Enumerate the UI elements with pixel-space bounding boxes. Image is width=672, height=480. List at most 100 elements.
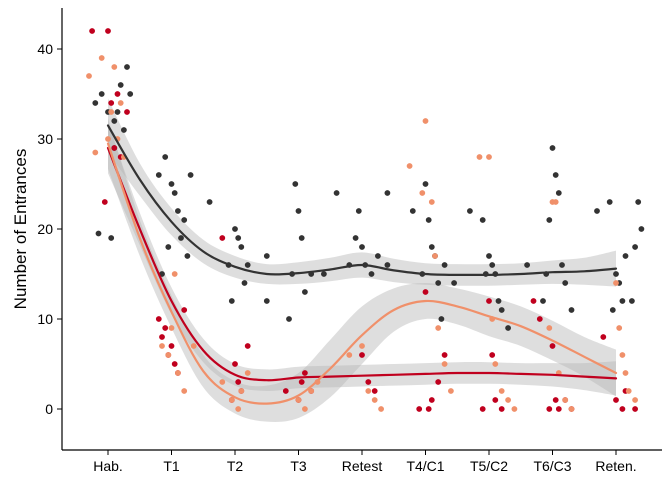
point-s0-85 (622, 253, 629, 259)
point-s1-37 (489, 352, 496, 358)
point-s0-63 (486, 253, 492, 259)
point-s0-8 (95, 230, 102, 237)
point-s0-28 (241, 280, 248, 286)
point-s0-79 (540, 298, 546, 304)
y-tick-label-0: 0 (45, 401, 53, 417)
point-s1-46 (555, 406, 562, 412)
point-s0-20 (187, 172, 194, 178)
point-s0-30 (244, 262, 251, 268)
point-s2-52 (616, 325, 623, 331)
point-s0-68 (498, 307, 505, 313)
point-s1-11 (171, 361, 178, 367)
point-s1-24 (298, 379, 305, 385)
point-s2-38 (476, 154, 483, 160)
point-s2-4 (108, 109, 115, 115)
point-s1-17 (232, 361, 238, 367)
point-s1-53 (632, 406, 638, 412)
point-s1-27 (359, 352, 365, 358)
point-s1-8 (155, 316, 162, 322)
point-s0-48 (355, 208, 362, 214)
point-s2-2 (98, 55, 105, 61)
point-s2-44 (511, 406, 518, 412)
point-s0-39 (263, 253, 270, 259)
point-s2-13 (175, 370, 181, 376)
y-tick-label-20: 20 (37, 221, 53, 237)
fit-line-1 (106, 146, 618, 382)
point-s0-44 (359, 244, 365, 250)
point-s0-50 (384, 190, 391, 196)
point-s1-28 (365, 379, 372, 385)
x-tick-label-0: Hab. (93, 458, 123, 474)
point-s0-23 (206, 199, 213, 205)
point-s2-31 (422, 118, 429, 124)
point-s0-19 (178, 235, 184, 241)
y-tick-label-40: 40 (37, 41, 53, 57)
point-s2-19 (238, 388, 245, 394)
point-s0-49 (384, 262, 391, 268)
point-s2-49 (562, 397, 569, 403)
point-s1-32 (425, 406, 432, 412)
point-s0-17 (165, 244, 172, 250)
point-s1-36 (486, 298, 492, 304)
point-s1-15 (181, 307, 188, 313)
point-s1-42 (536, 316, 543, 322)
point-s0-6 (121, 127, 127, 133)
point-s2-28 (371, 397, 378, 403)
smooth-lines (106, 124, 618, 405)
point-s1-40 (498, 406, 505, 412)
fit-line-2 (106, 142, 618, 405)
point-s2-51 (613, 280, 619, 286)
point-s2-3 (105, 136, 111, 142)
point-s0-25 (232, 226, 238, 232)
point-s2-30 (406, 163, 413, 169)
point-s0-47 (375, 253, 381, 259)
point-s0-33 (295, 208, 302, 214)
point-s2-18 (235, 406, 242, 412)
point-s2-10 (165, 352, 172, 358)
point-s1-3 (111, 145, 118, 151)
point-s2-21 (295, 397, 302, 403)
point-s1-6 (114, 91, 121, 97)
point-s2-46 (552, 199, 559, 205)
point-s2-37 (448, 388, 454, 394)
x-tick-label-4: Retest (342, 458, 383, 474)
confidence-bands (108, 98, 616, 422)
point-s0-43 (352, 235, 359, 241)
point-s1-33 (428, 397, 435, 403)
point-s1-10 (168, 343, 175, 349)
point-s1-7 (124, 109, 130, 115)
point-s0-87 (629, 298, 635, 304)
point-s0-31 (263, 298, 270, 304)
point-s2-39 (486, 154, 492, 160)
point-s0-14 (168, 181, 175, 187)
point-s1-39 (479, 406, 486, 412)
point-s2-0 (86, 73, 92, 79)
point-s0-70 (524, 262, 530, 268)
point-s2-7 (117, 100, 124, 106)
point-s0-7 (114, 109, 121, 115)
point-s0-74 (555, 190, 562, 196)
point-s1-4 (101, 199, 108, 205)
point-s0-9 (108, 235, 115, 241)
point-s0-0 (92, 100, 99, 106)
point-s0-86 (609, 307, 616, 313)
point-s0-27 (238, 244, 245, 250)
point-s1-14 (159, 334, 165, 340)
point-s2-36 (441, 361, 448, 367)
point-s2-26 (359, 343, 365, 349)
point-s2-56 (632, 397, 638, 403)
point-s0-58 (438, 316, 445, 322)
point-s0-34 (298, 235, 305, 241)
point-s2-15 (190, 343, 197, 349)
point-s2-22 (302, 406, 308, 412)
x-tick-label-6: T5/C2 (470, 458, 508, 474)
x-tick-label-8: Reten. (595, 458, 636, 474)
point-s2-33 (428, 199, 435, 205)
point-s2-29 (378, 406, 384, 412)
point-s0-32 (292, 181, 299, 187)
point-s0-60 (451, 280, 457, 286)
y-tick-label-30: 30 (37, 131, 53, 147)
point-s1-30 (422, 289, 429, 295)
point-s2-25 (346, 352, 353, 358)
